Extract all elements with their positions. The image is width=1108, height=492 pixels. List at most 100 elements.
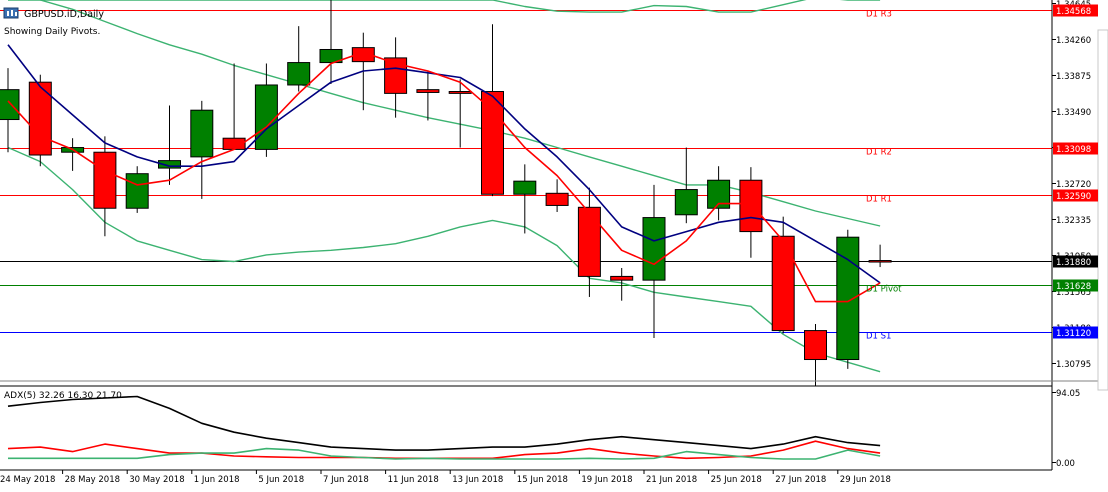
time-tick-label: 7 Jun 2018: [323, 475, 369, 485]
candle-body-bear: [804, 330, 827, 361]
level-price-label: 1.34568: [1056, 7, 1091, 17]
level-price-label: 1.33098: [1056, 145, 1091, 155]
candle-body-bull: [674, 189, 698, 216]
candle[interactable]: [868, 244, 892, 268]
candle-body-bear: [448, 91, 472, 94]
candle[interactable]: [513, 164, 537, 234]
candle[interactable]: [416, 70, 440, 121]
level-price-tag: [1053, 279, 1098, 292]
level-price-label: 1.31628: [1056, 282, 1091, 292]
symbol-icon-bar: [11, 10, 13, 16]
pivot-levels: [0, 10, 1052, 333]
price-tick-label: 1.32720: [1056, 180, 1091, 190]
level-price-tag: [1053, 4, 1098, 17]
candle[interactable]: [93, 136, 117, 237]
pivots-subtitle: Showing Daily Pivots.: [4, 27, 100, 37]
candle[interactable]: [707, 166, 731, 221]
candle[interactable]: [0, 68, 20, 153]
time-tick-label: 27 Jun 2018: [775, 475, 826, 485]
candle[interactable]: [642, 184, 666, 339]
time-axis: 24 May 2018 28 May 2018 30 May 2018 1 Jun 2…: [0, 470, 891, 485]
slow-ma-line: [7, 44, 881, 284]
level-name-label: D1 Pivot: [866, 285, 902, 295]
candle-body-bull: [158, 160, 181, 169]
candle-body-bear: [771, 235, 795, 332]
candle-body-bear: [351, 47, 375, 63]
candle[interactable]: [577, 187, 601, 297]
candle[interactable]: [319, 0, 343, 85]
price-tick-label: 1.32335: [1056, 216, 1091, 226]
candle[interactable]: [158, 105, 181, 185]
adx-minus-di-line: [8, 447, 881, 460]
time-tick-label: 5 Jun 2018: [258, 475, 304, 485]
symbol-icon-bar: [7, 11, 9, 16]
candle[interactable]: [836, 229, 860, 369]
time-tick-label: 29 Jun 2018: [840, 475, 891, 485]
candle-body-bull: [0, 89, 20, 121]
chart-frame: [0, 0, 1108, 471]
price-panel[interactable]: [0, 0, 1052, 386]
candle-body-bull: [190, 109, 214, 158]
candle-body-bull: [254, 84, 278, 150]
adx-lines: [7, 395, 881, 460]
candle[interactable]: [674, 147, 698, 224]
time-tick-label: 25 Jun 2018: [711, 475, 762, 485]
price-tick-label: 1.31565: [1056, 288, 1091, 298]
candle[interactable]: [254, 63, 278, 157]
candle-body-bull: [836, 236, 860, 361]
time-tick-label: 15 Jun 2018: [517, 475, 568, 485]
level-price-label: 1.31120: [1056, 329, 1091, 339]
candle-body-bull: [319, 48, 343, 64]
candle[interactable]: [125, 166, 149, 213]
right-scrollbar-strip[interactable]: [1097, 29, 1108, 391]
time-tick-label: 11 Jun 2018: [388, 475, 439, 485]
candle-body-bull: [642, 217, 666, 281]
level-price-label: 1.32590: [1056, 192, 1091, 202]
price-tick-label: 1.34260: [1056, 36, 1091, 46]
time-tick-label: 21 Jun 2018: [646, 475, 697, 485]
candle-body-bear: [28, 81, 52, 156]
level-name-label: D1 S1: [866, 332, 891, 342]
candle-body-bear: [610, 275, 634, 281]
moving-averages: [7, 44, 881, 303]
candle-body-bear: [481, 91, 504, 195]
level-price-tag: [1053, 142, 1098, 155]
level-name-label: D1 R1: [866, 195, 892, 205]
candle[interactable]: [545, 179, 569, 212]
symbol-icon-bar: [15, 12, 17, 16]
level-name-label: D1 R2: [866, 148, 892, 158]
candle[interactable]: [804, 324, 827, 386]
band-lower-line: [7, 146, 881, 373]
time-tick-label: 30 May 2018: [129, 475, 184, 485]
level-name-label: D1 R3: [866, 10, 892, 20]
candle-body-bull: [707, 179, 731, 209]
candle[interactable]: [384, 37, 408, 118]
band-outer-line: [8, 0, 881, 13]
time-tick-label: 24 May 2018: [0, 475, 55, 485]
time-tick-label: 19 Jun 2018: [581, 475, 632, 485]
candle[interactable]: [610, 268, 634, 301]
candle-body-bear: [739, 179, 763, 233]
candlesticks[interactable]: [0, 0, 892, 386]
level-price-tag: [1053, 326, 1098, 339]
candle[interactable]: [287, 26, 311, 92]
candle[interactable]: [190, 100, 214, 199]
current-price-tag: [1053, 255, 1098, 268]
adx-panel[interactable]: ADX(5) 32.26 16.30 21.70 94.05 0.00: [4, 389, 1080, 469]
candle[interactable]: [28, 74, 52, 167]
time-tick-label: 13 Jun 2018: [452, 475, 503, 485]
fast-ma-line: [7, 51, 881, 303]
current-price-label: 1.31880: [1056, 258, 1091, 268]
candle-body-bear: [93, 151, 117, 209]
candle[interactable]: [771, 216, 795, 334]
adx-axis: 94.05 0.00: [1052, 389, 1080, 469]
adx-tick-label: 0.00: [1056, 459, 1075, 469]
candle-body-bear: [384, 57, 408, 94]
adx-title: ADX(5) 32.26 16.30 21.70: [4, 391, 122, 401]
candle-body-bear: [868, 260, 892, 263]
candle-body-bull: [125, 173, 149, 209]
candle-body-bear: [577, 206, 601, 277]
candle-body-bear: [416, 89, 440, 93]
